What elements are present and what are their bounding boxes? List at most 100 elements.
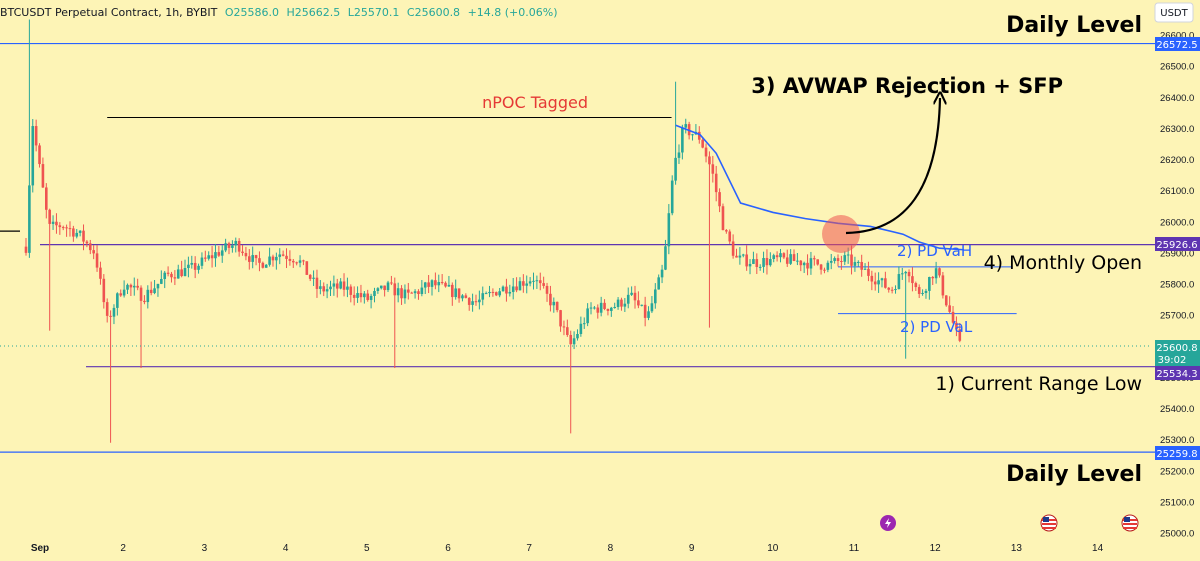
ohlc-low: L25570.1 [348, 6, 400, 19]
candle-body [78, 230, 82, 233]
time-axis-tick: 11 [849, 543, 860, 554]
candle-body [745, 254, 748, 267]
time-axis-tick: 8 [608, 543, 614, 554]
candle-body [674, 157, 677, 181]
price-axis[interactable]: 26600.0 26500.0 26400.0 26300.0 26200.0 26100… [1160, 31, 1194, 540]
candle-body [782, 253, 786, 258]
candle-body [156, 283, 160, 289]
candle-body [258, 258, 261, 263]
candle-body [366, 293, 370, 300]
candle-body [434, 280, 437, 286]
candle-body [451, 284, 454, 298]
candle-body [413, 291, 417, 294]
currency-button[interactable]: USDT [1154, 2, 1194, 23]
candle-body [870, 275, 874, 282]
candle-body [129, 284, 133, 288]
candle-body [72, 228, 75, 237]
candle-body [393, 283, 397, 296]
us-flag-event-icon[interactable] [1040, 514, 1058, 532]
candle-body [549, 293, 552, 306]
time-axis-tick: 9 [689, 543, 695, 554]
candle-body [596, 307, 600, 313]
candle-body [670, 180, 674, 214]
time-axis[interactable]: Sep 2 3 4 5 6 7 8 9 10 11 12 13 14 [31, 543, 1104, 554]
candle-body [603, 302, 606, 309]
price-axis-tick: 26300.0 [1160, 124, 1194, 135]
candle-body [288, 258, 292, 261]
candle-body [833, 258, 836, 261]
candle-body [308, 274, 312, 279]
candle-body [897, 274, 901, 290]
candle-body [650, 303, 654, 312]
candle-body [677, 152, 681, 158]
candle-body [779, 253, 782, 258]
candle-body [214, 252, 217, 259]
candle-body [532, 280, 535, 282]
us-flag-event-icon[interactable] [1121, 514, 1139, 532]
price-axis-tick: 26600.0 [1160, 31, 1194, 42]
candle-body [562, 326, 566, 328]
candle-body [647, 311, 650, 318]
candle-body [88, 243, 92, 251]
candle-body [356, 293, 359, 298]
candle-body [725, 230, 728, 232]
candle-body [291, 260, 295, 263]
currency-button-label: USDT [1160, 8, 1188, 19]
symbol-title[interactable]: BTCUSDT Perpetual Contract, 1h, BYBIT [0, 6, 218, 19]
candle-body [951, 311, 955, 323]
time-axis-tick: 3 [202, 543, 208, 554]
candle-body [447, 284, 451, 287]
candle-body [948, 305, 951, 312]
candle-body [684, 124, 688, 128]
candle-body [738, 255, 742, 258]
ohlc-open: O25586.0 [225, 6, 279, 19]
candle-body [762, 257, 765, 267]
candle-body [461, 295, 464, 299]
candle-body [819, 264, 823, 270]
candle-body [335, 283, 339, 289]
candle-body [440, 282, 444, 284]
candle-body [305, 261, 309, 275]
time-axis-tick: 6 [445, 543, 451, 554]
lightning-event-icon[interactable] [880, 515, 896, 531]
candle-body [792, 254, 796, 262]
candle-body [654, 289, 657, 304]
candle-body [149, 289, 153, 294]
candle-body [640, 304, 644, 306]
candle-body [610, 307, 613, 311]
candle-body [785, 257, 789, 264]
candle-body [880, 278, 884, 281]
candle-body [136, 285, 139, 288]
candle-body [319, 286, 322, 289]
time-axis-tick: 7 [526, 543, 532, 554]
time-axis-tick: 14 [1092, 543, 1104, 554]
candle-body [122, 289, 126, 296]
candle-body [390, 282, 393, 284]
candle-body [904, 271, 907, 274]
price-axis-tick: 26100.0 [1160, 186, 1194, 197]
candle-body [637, 300, 640, 306]
candle-body [410, 292, 413, 294]
candle-body [132, 285, 136, 288]
candle-body [92, 250, 95, 254]
avwap-rejection-label: 3) AVWAP Rejection + SFP [751, 74, 1063, 98]
candle-body [376, 288, 380, 291]
candle-body [407, 289, 410, 293]
candle-body [170, 273, 173, 278]
npoc-label: nPOC Tagged [482, 93, 588, 112]
candle-body [704, 147, 708, 157]
candle-body [474, 301, 478, 303]
candle-body [146, 289, 150, 303]
candle-body [251, 255, 254, 262]
candle-body [373, 290, 376, 296]
pd-vah-label: 2) PD VaH [897, 242, 972, 260]
price-tag-range-low: 25534.3 [1155, 366, 1200, 380]
candle-body [515, 286, 518, 291]
candle-body [244, 253, 248, 257]
candle-body [505, 286, 508, 294]
candle-body [220, 250, 224, 256]
candle-body [427, 282, 430, 287]
candle-body [342, 281, 346, 290]
